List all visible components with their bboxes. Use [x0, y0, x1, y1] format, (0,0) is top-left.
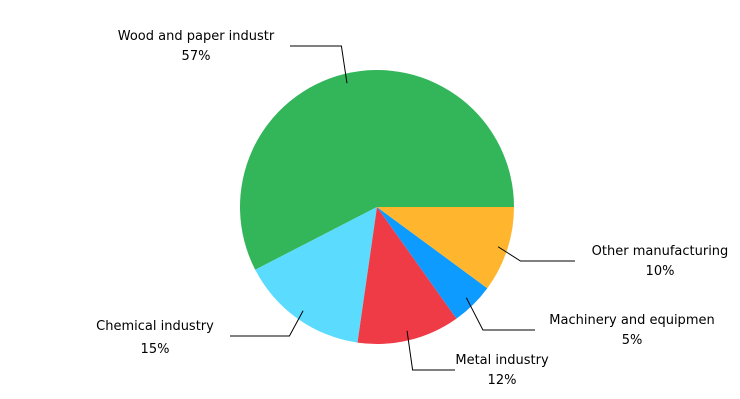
leader-line [406, 330, 455, 371]
slice-label: Chemical industry [96, 319, 214, 334]
slice-percent-label: 12% [488, 373, 517, 388]
pie-slice-wood-and-paper-industr [240, 70, 515, 270]
leader-line [290, 45, 348, 84]
leader-line [230, 310, 304, 337]
slice-label: Other manufacturing [592, 244, 729, 259]
slice-label: Wood and paper industr [118, 29, 275, 44]
pie-slice-metal-industry [357, 207, 457, 344]
slice-label: Machinery and equipmen [549, 313, 714, 328]
leader-line [497, 246, 575, 262]
slice-percent-label: 57% [182, 49, 211, 64]
pie-slice-machinery-and-equipmen [377, 207, 488, 319]
slice-percent-label: 10% [646, 264, 675, 279]
pie-slice-chemical-industry [255, 207, 377, 343]
pie-slice-other-manufacturing [377, 207, 514, 289]
leader-line [465, 297, 535, 331]
slice-percent-label: 15% [141, 342, 170, 357]
slice-label: Metal industry [455, 353, 549, 368]
slice-percent-label: 5% [622, 333, 643, 348]
